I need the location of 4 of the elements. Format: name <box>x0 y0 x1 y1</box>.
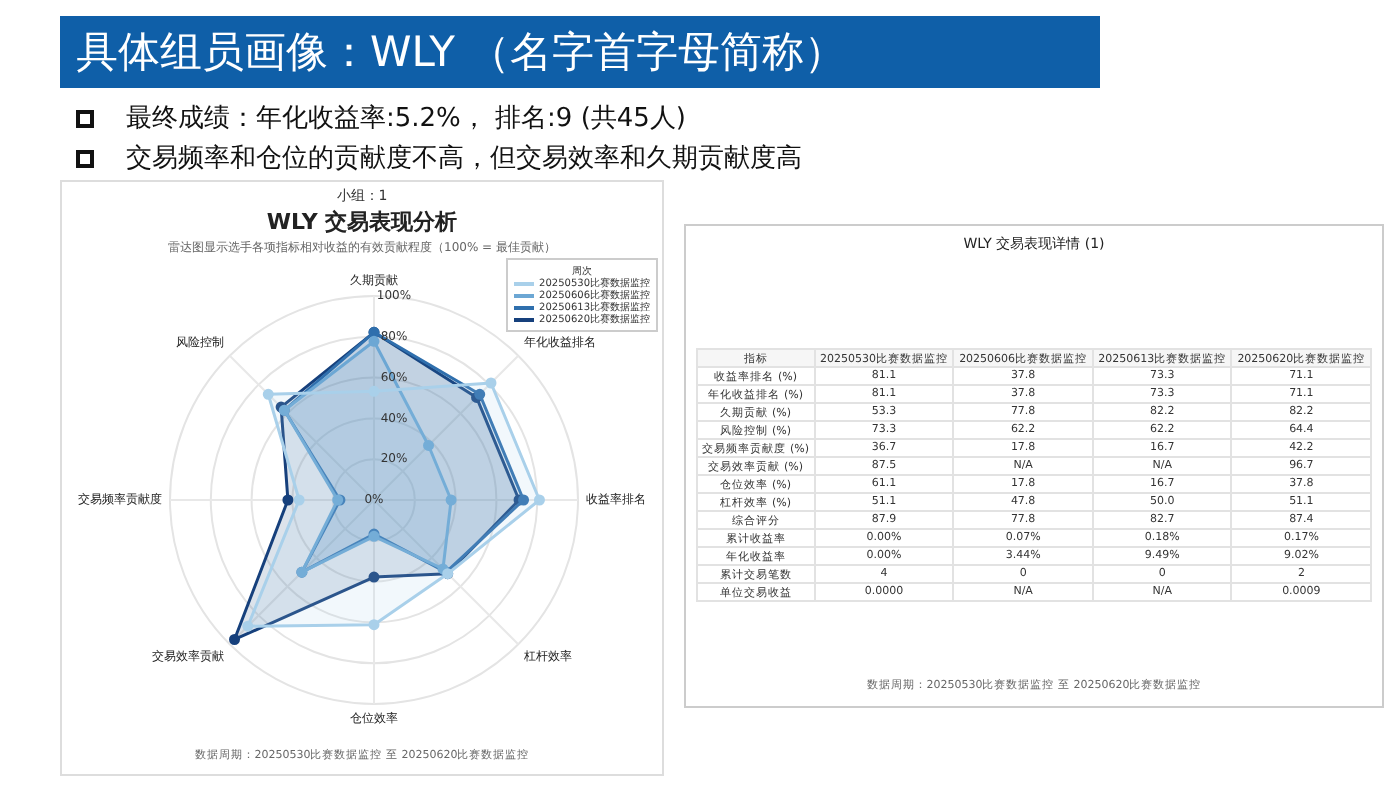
chart-title: WLY 交易表现分析 <box>266 208 458 235</box>
text: 具体组员画像：WLY （名字首字母简称） <box>60 16 1100 88</box>
text: 最终成绩：年化收益率:5.2%， 排名:9 (共45人) <box>126 102 687 136</box>
text: 交易频率和仓位的贡献度不高，但交易效率和久期贡献度高 <box>126 142 802 176</box>
